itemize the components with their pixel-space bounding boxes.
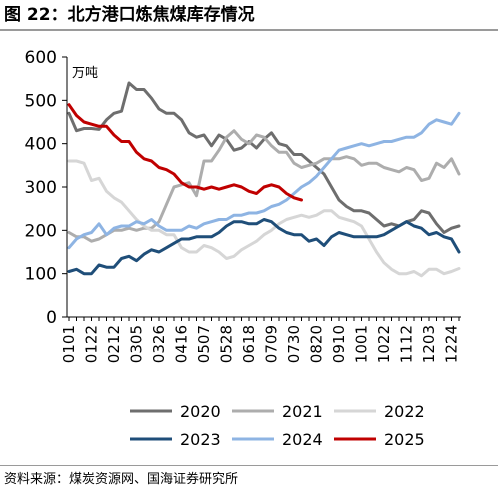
series-line-2023 [67, 218, 461, 276]
y-tick-label: 200 [25, 221, 57, 241]
legend-label-2020: 2020 [180, 402, 221, 421]
title-divider [0, 29, 498, 31]
x-tick-label: 0212 [105, 325, 123, 363]
chart-legend: 2020 2021 2022 2023 2024 2025 [130, 402, 425, 449]
x-tick-label: 0416 [173, 325, 191, 363]
x-tick-label: 0507 [195, 325, 213, 363]
y-tick-label: 400 [25, 135, 57, 155]
y-tick-label: 100 [25, 265, 57, 285]
x-tick-label: 0122 [83, 325, 101, 363]
footer-divider [0, 465, 498, 466]
legend-label-2024: 2024 [282, 430, 323, 449]
x-tick-label: 0326 [150, 325, 168, 363]
y-tick-label: 0 [46, 308, 57, 328]
x-tick-label: 0820 [308, 325, 326, 363]
x-tick-label: 0101 [60, 325, 78, 363]
legend-label-2021: 2021 [282, 402, 323, 421]
series-line-2021 [67, 129, 461, 243]
x-tick-label: 1112 [398, 325, 416, 363]
figure-title: 图 22：北方港口炼焦煤库存情况 [4, 5, 255, 25]
chart-axes: 0 100 200 300 400 500 600 0101 0122 0212 0305 0326 0… [25, 48, 461, 363]
x-tick-label: 0528 [218, 325, 236, 363]
x-tick-label: 0730 [285, 325, 303, 363]
legend-label-2025: 2025 [384, 430, 425, 449]
stock-line-chart: 0 100 200 300 400 500 600 0101 0122 0212 0305 0326 0… [25, 48, 461, 449]
x-tick-label: 1224 [443, 325, 461, 363]
x-tick-label: 0709 [263, 325, 281, 363]
x-tick-label: 1001 [353, 325, 371, 363]
x-tick-label: 0305 [128, 325, 146, 363]
y-tick-label: 300 [25, 178, 57, 198]
series-line-2025 [67, 103, 303, 202]
y-tick-label: 500 [25, 91, 57, 111]
series-line-2024 [67, 111, 461, 250]
legend-label-2022: 2022 [384, 402, 425, 421]
legend-label-2023: 2023 [180, 430, 221, 449]
x-tick-label: 0618 [240, 325, 258, 363]
y-axis-unit-label: 万吨 [72, 66, 98, 81]
x-tick-label: 1203 [420, 325, 438, 363]
y-tick-label: 600 [25, 48, 57, 68]
series-line-2022 [67, 159, 461, 278]
x-tick-label: 1022 [375, 325, 393, 363]
x-tick-label: 0910 [330, 325, 348, 363]
chart-series [67, 81, 461, 278]
source-note: 资料来源：煤炭资源网、国海证券研究所 [4, 472, 239, 487]
